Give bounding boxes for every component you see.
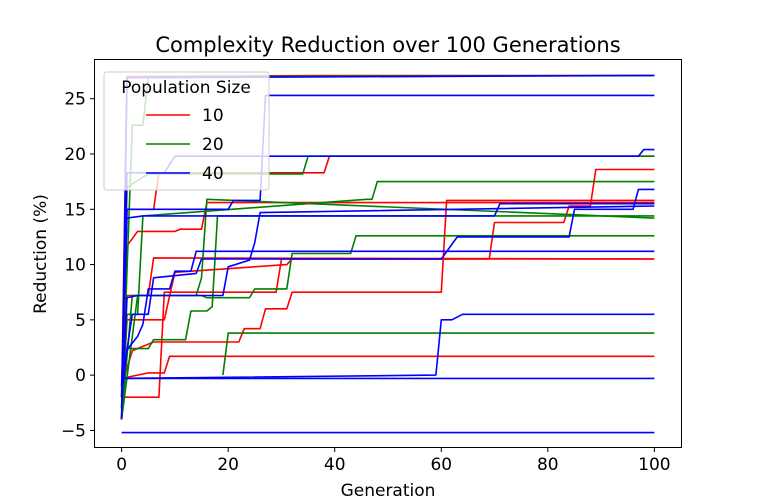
series-line-40-21 <box>120 205 655 409</box>
legend-title: Population Size <box>121 78 251 98</box>
x-tick-label: 100 <box>638 455 670 475</box>
legend-label-20: 20 <box>202 135 224 155</box>
legend-label-40: 40 <box>202 164 224 184</box>
y-tick-label: 10 <box>64 256 86 276</box>
y-tick-label: 25 <box>64 90 86 110</box>
series-line-40-23 <box>120 250 655 398</box>
y-axis-label: Reduction (%) <box>31 194 51 314</box>
x-tick-label: 40 <box>324 455 346 475</box>
series-line-20-14 <box>222 332 655 376</box>
y-tick-label: −5 <box>61 421 86 441</box>
series-line-20-10 <box>120 180 655 420</box>
x-tick-label: 20 <box>217 455 239 475</box>
x-tick-label: 60 <box>430 455 452 475</box>
y-axis-ticks: −5 0 5 10 15 20 25 <box>61 90 95 441</box>
x-axis-label: Generation <box>341 481 436 501</box>
legend: Population Size 10 20 40 <box>103 71 270 191</box>
plot-frame <box>94 59 682 448</box>
series-line-40-22 <box>120 188 655 387</box>
series-line-10-5 <box>120 199 655 387</box>
series-line-40-17 <box>121 313 655 380</box>
legend-entries: 10 20 40 <box>146 106 224 184</box>
series-line-10-7 <box>120 168 655 420</box>
y-tick-label: 20 <box>64 145 86 165</box>
x-tick-label: 0 <box>116 455 127 475</box>
x-axis-ticks: 0 20 40 60 80 100 <box>116 447 671 475</box>
chart-title: Complexity Reduction over 100 Generation… <box>155 33 620 57</box>
series-line-20-11 <box>120 215 655 420</box>
y-tick-label: 5 <box>75 311 86 331</box>
series-line-10-4 <box>121 355 655 380</box>
y-tick-label: 0 <box>75 366 86 386</box>
legend-box <box>103 71 270 191</box>
legend-label-10: 10 <box>202 106 224 126</box>
y-tick-label: 15 <box>64 200 86 220</box>
x-tick-label: 80 <box>537 455 559 475</box>
